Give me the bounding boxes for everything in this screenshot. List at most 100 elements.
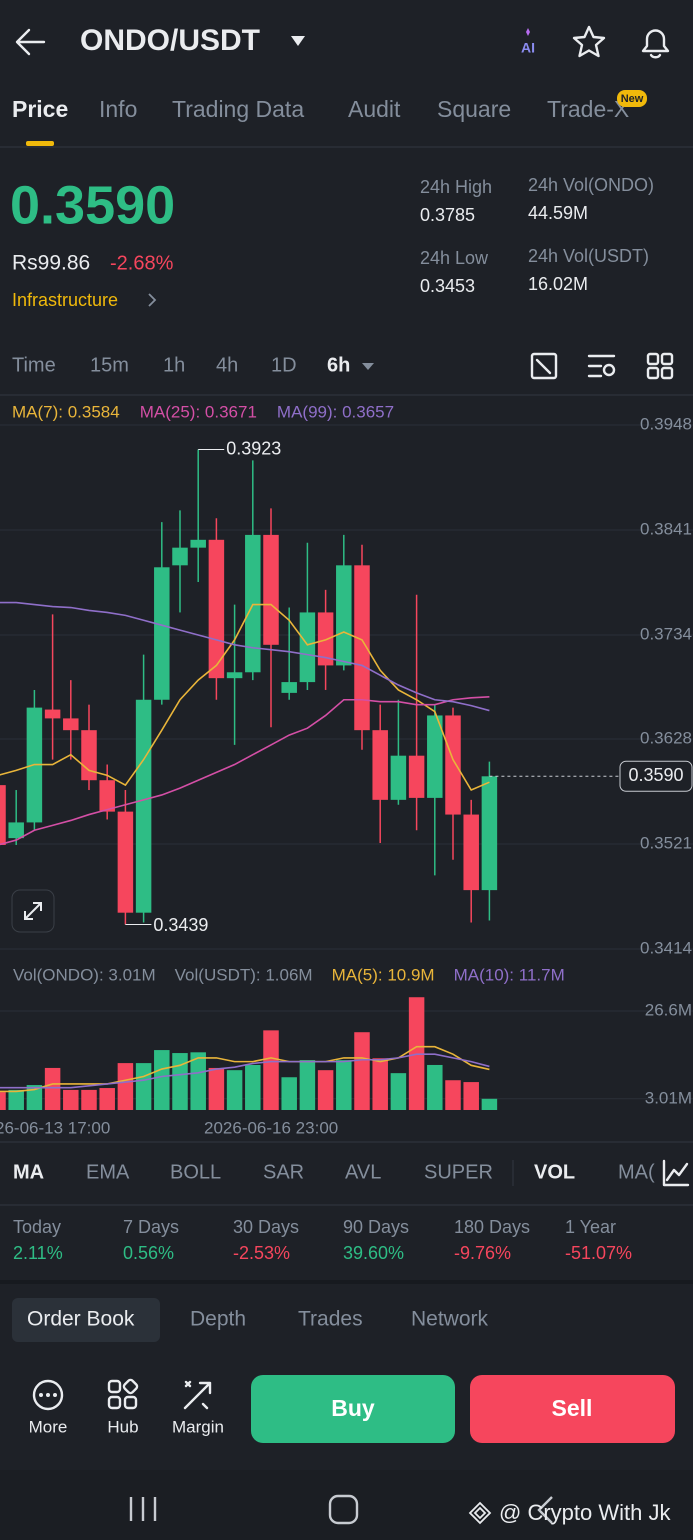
book-tab[interactable]: Network <box>411 1308 489 1331</box>
volume-legend: Vol(ONDO): 3.01M <box>13 965 156 984</box>
hub-icon[interactable] <box>107 1379 122 1394</box>
volume-bar <box>190 1052 206 1110</box>
volume-bar <box>245 1064 261 1110</box>
sector-tag[interactable]: Infrastructure <box>12 290 118 310</box>
indicator-tab[interactable]: MA <box>13 1161 44 1183</box>
candle-body <box>481 776 498 891</box>
volume-ma-line <box>0 1045 490 1093</box>
pair-title[interactable]: ONDO/USDT <box>80 24 260 57</box>
interval[interactable]: Time <box>12 354 56 376</box>
performance-value: 2.11% <box>13 1243 63 1263</box>
ai-icon[interactable]: AI <box>521 40 535 56</box>
y-tick-label: 0.3734 <box>640 624 692 643</box>
action-label[interactable]: More <box>29 1417 68 1436</box>
candle-body <box>336 565 352 666</box>
interval[interactable]: 1h <box>163 354 185 376</box>
indicator-tab[interactable]: MA( <box>618 1161 655 1183</box>
volume-bar <box>135 1063 152 1110</box>
volume-bar <box>8 1089 24 1110</box>
fullscreen-icon <box>24 902 42 920</box>
book-tab[interactable]: Depth <box>190 1308 246 1331</box>
interval[interactable]: 4h <box>216 354 238 376</box>
pair-caret[interactable] <box>291 36 305 46</box>
more-icon[interactable] <box>32 1379 64 1411</box>
indicator-tab[interactable]: EMA <box>86 1161 130 1183</box>
performance-label: Today <box>13 1217 61 1237</box>
action-label[interactable]: Margin <box>172 1417 224 1436</box>
candle-body <box>263 534 279 645</box>
volume-bar <box>117 1063 134 1110</box>
volume-bar <box>299 1060 316 1110</box>
performance-label: 180 Days <box>454 1217 530 1237</box>
nav-back[interactable] <box>537 1496 553 1524</box>
time-label: 2026-06-16 23:00 <box>204 1118 338 1137</box>
indicator-tab[interactable]: BOLL <box>170 1161 221 1183</box>
tool-layout[interactable] <box>646 352 660 366</box>
tool-draw[interactable] <box>530 352 558 380</box>
interval[interactable]: 15m <box>90 354 129 376</box>
candle-body <box>299 612 316 683</box>
interval[interactable]: 1D <box>271 354 297 376</box>
y-tick-label: 0.3841 <box>640 519 692 538</box>
tab[interactable]: Price <box>12 96 68 122</box>
nav-home[interactable] <box>328 1494 359 1525</box>
margin-icon[interactable] <box>183 1380 212 1410</box>
volume-tick-label: 3.01M <box>645 1088 692 1107</box>
candle-body <box>44 709 61 719</box>
candle-body <box>8 822 24 839</box>
tool-layout-cell <box>646 366 660 380</box>
buy-label[interactable]: Buy <box>331 1395 375 1421</box>
nav-bar <box>0 1470 693 1540</box>
tab[interactable]: Audit <box>348 96 401 122</box>
ai-sparkle <box>526 28 530 36</box>
buy-button[interactable] <box>251 1375 455 1443</box>
indicator-tab[interactable]: SAR <box>263 1161 304 1183</box>
indicator-tab[interactable]: SUPER <box>424 1161 493 1183</box>
volume-bar <box>81 1089 97 1110</box>
performance-value: 39.60% <box>343 1243 404 1263</box>
sell-label[interactable]: Sell <box>552 1395 593 1421</box>
tab[interactable]: Square <box>437 96 511 122</box>
interval[interactable]: 6h <box>327 354 350 376</box>
tool-settings[interactable] <box>587 354 616 378</box>
book-tab[interactable]: Order Book <box>27 1308 135 1331</box>
y-tick-label: 0.3948 <box>640 414 692 433</box>
indicator-tab[interactable]: VOL <box>534 1161 575 1183</box>
sector-chevron <box>148 293 157 307</box>
candle-body <box>172 547 188 566</box>
legend-entry: MA(25): 0.3671 <box>140 402 257 421</box>
tab[interactable]: Info <box>99 96 137 122</box>
back-button[interactable] <box>15 28 46 56</box>
candle-body <box>117 811 134 913</box>
book-tab-active <box>12 1298 160 1342</box>
candle-body <box>208 539 225 679</box>
indicator-settings[interactable] <box>662 1159 690 1187</box>
stat-label: 24h Vol(ONDO) <box>528 175 654 195</box>
new-badge <box>617 90 647 107</box>
action-icons <box>32 1378 212 1411</box>
volume-bar <box>172 1053 188 1110</box>
interval-caret[interactable] <box>362 363 374 370</box>
volume-bar <box>463 1082 479 1110</box>
candle-body <box>63 718 79 731</box>
candle-body <box>81 730 97 781</box>
tool-draw-line <box>535 358 552 375</box>
alert-button[interactable] <box>641 29 670 59</box>
tab[interactable]: Trade-X <box>547 96 629 122</box>
tab[interactable]: Trading Data <box>172 96 304 122</box>
section-gap <box>0 1280 693 1284</box>
more-dot <box>53 1393 57 1397</box>
action-label[interactable]: Hub <box>107 1417 138 1436</box>
indicator-tab[interactable]: AVL <box>345 1161 381 1183</box>
volume-bar <box>63 1089 79 1110</box>
favorite-button[interactable] <box>572 25 606 58</box>
volume-bar <box>336 1060 352 1110</box>
stat-value: 16.02M <box>528 274 588 294</box>
book-tab[interactable]: Trades <box>298 1308 363 1331</box>
sell-button[interactable] <box>470 1375 675 1443</box>
nav-recents[interactable] <box>129 1497 157 1521</box>
candle-body <box>154 567 170 700</box>
time-label: 26-06-13 17:00 <box>0 1118 110 1137</box>
stat-value: 0.3785 <box>420 205 475 225</box>
volume-bar <box>154 1050 170 1110</box>
